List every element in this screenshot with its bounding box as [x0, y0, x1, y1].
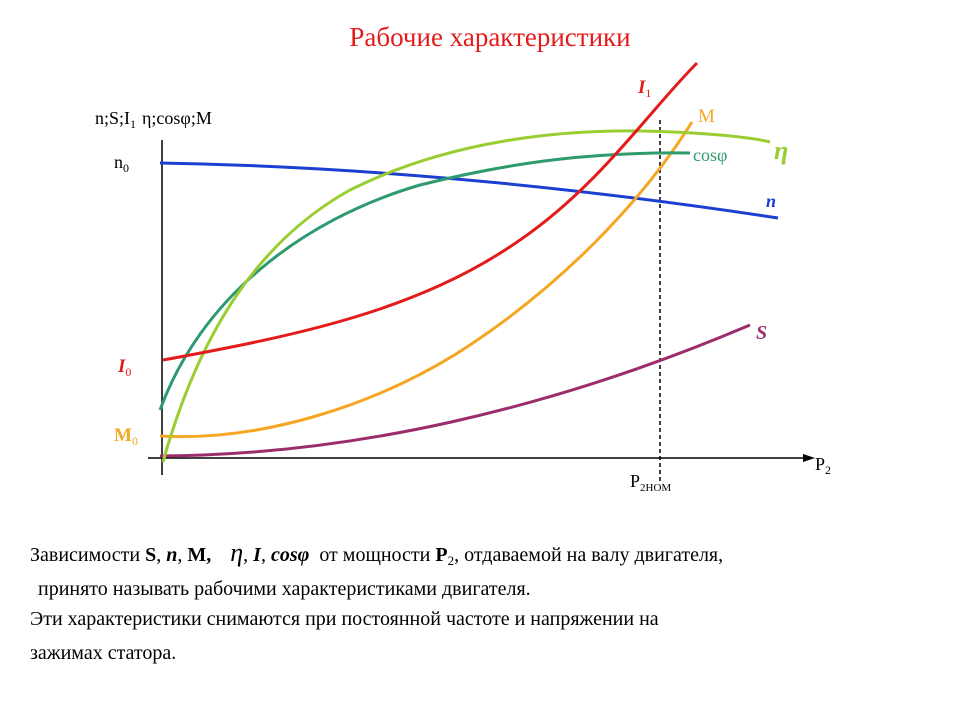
description-line: принято называть рабочими характеристика…	[38, 578, 531, 600]
text: ,	[177, 544, 188, 566]
i0-label: I0	[117, 356, 131, 379]
text: I	[253, 544, 261, 566]
y-axis-label: n;S;I1 η;cosφ;M	[95, 108, 212, 131]
text: , отдаваемой на валу двигателя,	[454, 544, 724, 566]
text: n	[166, 544, 178, 566]
text: ,	[243, 544, 254, 566]
label-part: η;cosφ;M	[142, 108, 212, 128]
text: cosφ	[270, 544, 310, 566]
text: 2	[447, 553, 455, 568]
text: M,	[187, 544, 212, 566]
label-part: P	[630, 471, 640, 491]
description-line: зажимах статора.	[30, 642, 177, 664]
text: P	[435, 544, 448, 566]
description-line: Зависимости S, n, M, η, I, cosφ от мощно…	[30, 538, 723, 569]
curve-n	[159, 161, 779, 220]
label-part: P	[815, 454, 825, 474]
s-label: S	[756, 322, 767, 344]
label-sub: 2НОМ	[640, 482, 671, 494]
i1-label: I1	[637, 77, 651, 100]
label-sub: 0	[132, 434, 138, 448]
diagram: Рабочие характеристики n;S;I1 η;cosφ;M n0…	[95, 22, 831, 494]
label-sub: 1	[130, 117, 136, 131]
label-sub: 0	[125, 365, 131, 379]
text: ,	[156, 544, 167, 566]
label-part: I	[117, 356, 126, 377]
curve-m	[159, 121, 694, 439]
label-sub: 2	[825, 463, 831, 477]
curve-cos	[158, 151, 691, 411]
label-part: n;S;I	[95, 108, 130, 128]
title: Рабочие характеристики	[349, 22, 630, 52]
curve-i	[162, 61, 699, 362]
text: ,	[260, 544, 271, 566]
curve-s	[159, 323, 751, 458]
n0-label: n0	[114, 152, 129, 175]
m0-label: M0	[114, 425, 138, 448]
label-part: M	[114, 425, 132, 446]
label-sub: 1	[645, 86, 651, 100]
x-arrow	[803, 454, 815, 462]
text: Зависимости	[30, 544, 146, 566]
text: от мощности	[319, 544, 436, 566]
cos-label: cosφ	[693, 145, 727, 165]
text: η	[230, 538, 244, 567]
label-sub: 0	[123, 161, 129, 175]
eta-label: η	[774, 136, 788, 165]
p2nom-label: P2НОМ	[630, 471, 671, 494]
label-part: n	[114, 152, 123, 172]
m-label: M	[698, 106, 715, 127]
n-label: n	[766, 191, 776, 211]
text: S	[145, 544, 157, 566]
label-part: I	[637, 77, 646, 98]
description-line: Эти характеристики снимаются при постоян…	[30, 608, 659, 630]
x-axis-label: P2	[815, 454, 831, 477]
curve-eta	[161, 129, 771, 463]
